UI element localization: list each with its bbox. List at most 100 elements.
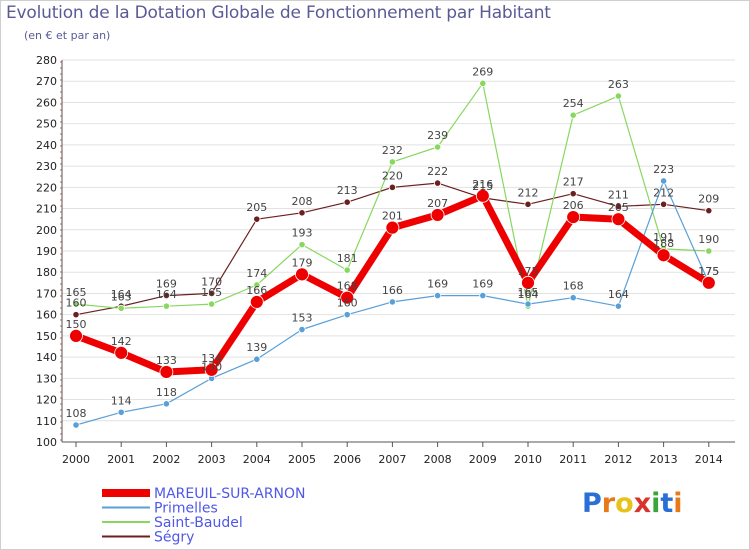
data-label-mareuil-sur-arnon: 205 xyxy=(608,201,629,214)
point-s-gry xyxy=(298,209,306,217)
data-label-s-gry: 169 xyxy=(156,278,177,291)
data-label-saint-baudel: 164 xyxy=(156,288,177,301)
point-saint-baudel xyxy=(705,247,713,255)
x-tick-label: 2001 xyxy=(107,453,135,466)
data-label-s-gry: 217 xyxy=(563,176,584,189)
data-label-mareuil-sur-arnon: 150 xyxy=(66,318,87,331)
data-label-saint-baudel: 190 xyxy=(698,233,719,246)
data-label-mareuil-sur-arnon: 168 xyxy=(337,280,358,293)
data-label-primelles: 169 xyxy=(472,278,493,291)
logo-letter: r xyxy=(601,488,616,519)
x-tick-label: 2000 xyxy=(62,453,90,466)
point-saint-baudel xyxy=(117,304,125,312)
data-label-mareuil-sur-arnon: 201 xyxy=(382,210,403,223)
logo-letter: P xyxy=(582,488,602,519)
point-saint-baudel xyxy=(208,300,216,308)
data-label-s-gry: 164 xyxy=(111,288,132,301)
data-label-primelles: 168 xyxy=(563,280,584,293)
point-mareuil-sur-arnon xyxy=(566,210,581,224)
point-s-gry xyxy=(208,289,216,298)
data-label-mareuil-sur-arnon: 133 xyxy=(156,354,177,367)
point-s-gry xyxy=(433,179,442,187)
data-label-saint-baudel: 165 xyxy=(66,286,87,299)
grid-lines xyxy=(62,59,735,422)
point-saint-baudel xyxy=(433,143,442,151)
data-label-primelles: 139 xyxy=(246,341,267,354)
point-saint-baudel xyxy=(253,281,261,289)
data-label-primelles: 130 xyxy=(201,360,222,373)
data-label-primelles: 166 xyxy=(382,284,403,297)
data-label-s-gry: 213 xyxy=(337,184,358,197)
point-saint-baudel xyxy=(72,300,80,308)
legend-label: Saint-Baudel xyxy=(154,515,243,531)
y-tick-label: 230 xyxy=(36,160,57,173)
data-label-s-gry: 215 xyxy=(472,180,493,193)
point-saint-baudel xyxy=(569,111,577,119)
data-label-mareuil-sur-arnon: 134 xyxy=(201,352,222,365)
point-primelles xyxy=(524,300,532,308)
proxiti-logo: Proxiti xyxy=(582,488,683,519)
data-label-s-gry: 222 xyxy=(427,165,448,178)
point-mareuil-sur-arnon xyxy=(295,267,309,282)
point-s-gry xyxy=(72,311,80,319)
y-tick-label: 210 xyxy=(36,203,57,216)
y-tick-label: 100 xyxy=(36,436,57,449)
point-primelles xyxy=(388,298,396,306)
data-label-s-gry: 208 xyxy=(292,195,313,208)
point-mareuil-sur-arnon xyxy=(430,208,445,222)
point-mareuil-sur-arnon xyxy=(701,275,716,290)
point-s-gry xyxy=(614,202,623,211)
data-label-saint-baudel: 193 xyxy=(292,227,313,240)
x-tick-label: 2011 xyxy=(559,453,587,466)
data-label-mareuil-sur-arnon: 175 xyxy=(518,265,539,278)
point-primelles xyxy=(659,177,668,185)
x-tick-label: 2006 xyxy=(333,453,361,466)
x-tick-label: 2004 xyxy=(243,453,271,466)
point-mareuil-sur-arnon xyxy=(475,188,490,203)
y-tick-label: 260 xyxy=(36,96,57,109)
point-primelles xyxy=(117,408,125,416)
point-saint-baudel xyxy=(614,92,623,100)
data-label-mareuil-sur-arnon: 142 xyxy=(111,335,132,348)
x-tick-label: 2014 xyxy=(695,453,723,466)
point-s-gry xyxy=(705,207,713,215)
legend-label: Primelles xyxy=(154,501,218,517)
logo-letter: x xyxy=(633,488,652,519)
data-label-primelles: 164 xyxy=(608,288,629,301)
x-tick-label: 2002 xyxy=(152,453,180,466)
data-label-saint-baudel: 232 xyxy=(382,144,403,157)
point-mareuil-sur-arnon xyxy=(385,220,400,235)
point-primelles xyxy=(253,355,261,363)
x-tick-label: 2010 xyxy=(514,453,542,466)
data-label-primelles: 160 xyxy=(337,297,358,310)
data-label-primelles: 169 xyxy=(427,278,448,291)
point-s-gry xyxy=(659,200,668,208)
point-mareuil-sur-arnon xyxy=(521,275,535,290)
y-tick-label: 280 xyxy=(36,54,57,67)
data-label-primelles: 223 xyxy=(653,163,674,176)
point-s-gry xyxy=(569,190,577,198)
point-primelles xyxy=(569,294,577,302)
y-tick-label: 140 xyxy=(36,351,57,364)
point-saint-baudel xyxy=(162,302,170,310)
point-mareuil-sur-arnon xyxy=(69,328,83,343)
data-label-saint-baudel: 254 xyxy=(563,97,584,110)
y-tick-label: 200 xyxy=(36,224,57,237)
data-label-primelles: 153 xyxy=(292,312,313,325)
data-label-primelles: 114 xyxy=(111,394,132,407)
data-label-mareuil-sur-arnon: 166 xyxy=(246,284,267,297)
data-label-saint-baudel: 164 xyxy=(518,288,539,301)
point-mareuil-sur-arnon xyxy=(114,345,129,360)
data-label-mareuil-sur-arnon: 207 xyxy=(427,197,448,210)
series-group xyxy=(69,79,716,429)
logo-letter: t xyxy=(660,488,674,519)
x-tick-label: 2008 xyxy=(424,453,452,466)
data-label-saint-baudel: 239 xyxy=(427,129,448,142)
chart-subtitle: (en € et par an) xyxy=(24,29,111,42)
data-label-mareuil-sur-arnon: 179 xyxy=(292,256,313,269)
point-saint-baudel xyxy=(343,266,351,274)
data-label-saint-baudel: 269 xyxy=(472,65,493,78)
point-mareuil-sur-arnon xyxy=(656,248,671,263)
y-tick-label: 170 xyxy=(36,287,57,300)
